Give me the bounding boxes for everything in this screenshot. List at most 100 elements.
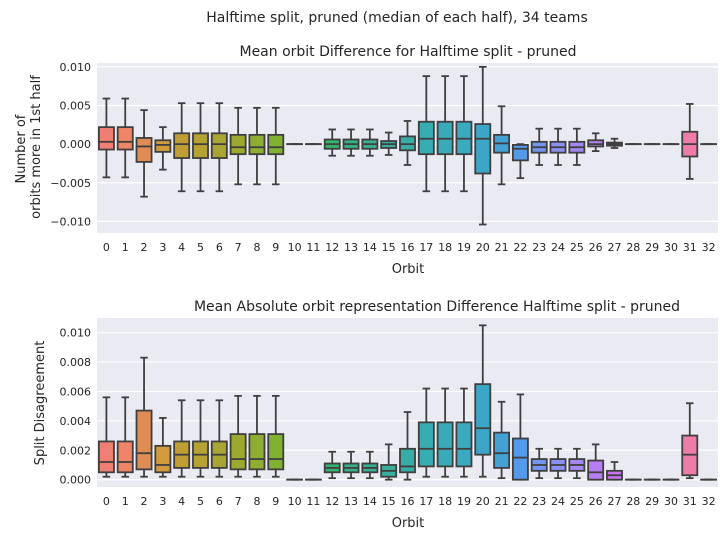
bottom-box-orbit-17 — [417, 387, 435, 478]
top-x-tick-label: 21 — [495, 241, 509, 254]
top-y-tick-label: 0.005 — [60, 100, 92, 113]
top-x-tick-label: 6 — [216, 241, 223, 254]
top-box-orbit-3 — [154, 126, 172, 171]
top-box-orbit-26 — [587, 132, 605, 152]
top-box-orbit-18 — [436, 75, 454, 193]
top-box-orbit-15 — [380, 131, 398, 156]
top-box-orbit-31 — [681, 103, 699, 180]
top-y-tick-label: −0.005 — [50, 177, 91, 190]
bottom-x-tick-label: 3 — [159, 495, 166, 508]
top-box-orbit-13 — [342, 128, 360, 157]
top-box-orbit-4 — [173, 102, 191, 193]
top-x-tick-label: 3 — [159, 241, 166, 254]
top-box-orbit-12 — [323, 128, 341, 157]
bottom-x-tick-label: 10 — [288, 495, 302, 508]
top-x-tick-label: 10 — [288, 241, 302, 254]
bottom-panel-title: Mean Absolute orbit representation Diffe… — [194, 299, 680, 315]
box-body — [192, 132, 209, 159]
box-body — [154, 139, 172, 153]
bottom-y-tick-label: 0.004 — [60, 415, 92, 428]
top-x-tick-label: 24 — [551, 241, 565, 254]
box-body — [417, 421, 435, 468]
bottom-x-tick-label: 31 — [683, 495, 697, 508]
box-body — [511, 144, 529, 162]
box-body — [248, 133, 266, 156]
box-body — [248, 433, 266, 471]
bottom-x-tick-label: 14 — [363, 495, 377, 508]
top-panel: Mean orbit Difference for Halftime split… — [14, 44, 718, 277]
bottom-x-tick-label: 11 — [306, 495, 320, 508]
bottom-x-tick-label: 4 — [178, 495, 185, 508]
box-body — [474, 383, 492, 456]
top-x-tick-label: 5 — [197, 241, 204, 254]
box-body — [587, 459, 605, 481]
bottom-y-tick-label: 0.008 — [60, 356, 92, 369]
top-x-tick-label: 23 — [532, 241, 546, 254]
bottom-y-tick-label: 0.010 — [60, 327, 92, 340]
bottom-box-orbit-6 — [210, 399, 228, 478]
top-x-tick-label: 22 — [513, 241, 527, 254]
box-body — [116, 440, 134, 474]
box-body — [511, 437, 529, 481]
bottom-box-orbit-21 — [493, 400, 511, 480]
bottom-x-axis-label: Orbit — [392, 516, 425, 531]
box-body — [97, 126, 115, 151]
bottom-x-tick-label: 19 — [457, 495, 471, 508]
bottom-box-orbit-19 — [455, 387, 473, 478]
bottom-x-tick-label: 27 — [608, 495, 622, 508]
top-x-tick-label: 25 — [570, 241, 584, 254]
top-y-tick-label: 0.000 — [60, 138, 92, 151]
top-box-orbit-24 — [549, 127, 567, 166]
top-x-axis-label: Orbit — [392, 262, 425, 277]
bottom-box-orbit-24 — [549, 447, 567, 480]
top-x-tick-label: 16 — [401, 241, 415, 254]
top-x-tick-label: 12 — [325, 241, 339, 254]
bottom-box-orbit-16 — [399, 411, 416, 481]
top-x-tick-label: 14 — [363, 241, 377, 254]
bottom-x-tick-label: 32 — [702, 495, 716, 508]
box-body — [267, 433, 285, 471]
box-body — [154, 444, 172, 474]
box-body — [116, 126, 134, 151]
top-x-tick-label: 11 — [306, 241, 320, 254]
bottom-x-tick-label: 21 — [495, 495, 509, 508]
bottom-x-tick-label: 30 — [664, 495, 678, 508]
bottom-x-tick-label: 1 — [122, 495, 129, 508]
bottom-y-tick-label: 0.006 — [60, 385, 92, 398]
box-body — [229, 433, 247, 471]
top-x-tick-label: 32 — [702, 241, 716, 254]
box-body — [474, 123, 492, 175]
bottom-x-tick-label: 15 — [382, 495, 396, 508]
top-x-tick-label: 28 — [626, 241, 640, 254]
top-x-tick-label: 26 — [589, 241, 603, 254]
top-box-orbit-0 — [97, 97, 115, 179]
top-box-orbit-25 — [568, 127, 586, 166]
top-panel-title: Mean orbit Difference for Halftime split… — [239, 44, 576, 60]
top-box-orbit-20 — [474, 65, 492, 226]
bottom-box-orbit-3 — [154, 417, 172, 478]
bottom-x-tick-label: 8 — [253, 495, 260, 508]
bottom-x-tick-label: 5 — [197, 495, 204, 508]
top-x-tick-label: 29 — [645, 241, 659, 254]
top-x-tick-label: 15 — [382, 241, 396, 254]
top-x-tick-label: 17 — [419, 241, 433, 254]
bottom-box-orbit-5 — [192, 399, 209, 478]
top-x-tick-label: 19 — [457, 241, 471, 254]
top-box-orbit-19 — [455, 75, 473, 193]
box-body — [97, 440, 115, 474]
top-y-axis-label-line-2: orbits more in 1st half — [29, 75, 44, 219]
bottom-x-tick-label: 0 — [103, 495, 110, 508]
bottom-box-orbit-31 — [681, 402, 699, 480]
top-y-tick-label: 0.010 — [60, 61, 92, 74]
box-body — [135, 409, 153, 471]
bottom-x-tick-label: 7 — [235, 495, 242, 508]
bottom-box-orbit-4 — [173, 399, 191, 478]
bottom-box-orbit-23 — [530, 447, 548, 480]
box-body — [210, 132, 228, 159]
top-box-orbit-16 — [399, 120, 416, 166]
bottom-box-orbit-1 — [116, 396, 134, 478]
box-body — [135, 137, 153, 163]
bottom-x-tick-label: 16 — [401, 495, 415, 508]
figure-suptitle: Halftime split, pruned (median of each h… — [206, 10, 588, 26]
